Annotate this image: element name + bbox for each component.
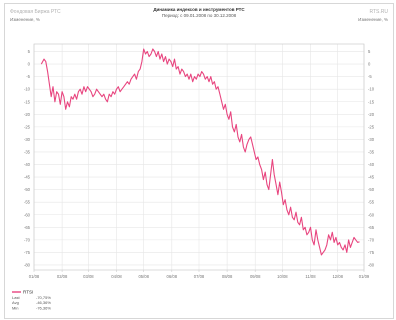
y-tick-label-right: 0 [368,62,371,67]
x-tick-label: 07/08 [194,274,205,279]
y-tick-label-right: -70 [368,237,375,242]
x-tick-label: 12/08 [332,274,343,279]
x-tick-label: 02/08 [57,274,68,279]
legend-series-label: RTSI [23,290,33,295]
y-tick-label-left: -25 [24,124,31,129]
y-tick-label-left: -35 [24,149,31,154]
y-tick-label-left: -40 [24,162,31,167]
chart-title: Динамика индексов и инструментов РТС [153,7,245,12]
y-tick-label-right: -15 [368,99,375,104]
x-tick-label: 09/08 [250,274,261,279]
y-tick-label-right: -10 [368,87,375,92]
legend-stat-value: -46,36% [36,300,51,305]
x-tick-label: 11/08 [305,274,316,279]
y-tick-label-left: -5 [26,74,30,79]
chart-subtitle: Период: с 09.01.2008 по 30.12.2008 [161,13,237,18]
y-tick-label-right: -50 [368,187,375,192]
y-tick-label-right: -75 [368,250,375,255]
right-axis-title: Изменение, % [358,17,388,22]
y-tick-label-right: -20 [368,112,375,117]
y-tick-label-right: -55 [368,200,375,205]
x-tick-label: 10/08 [277,274,288,279]
x-tick-label: 04/08 [111,274,122,279]
legend-stat-label: Min [12,305,18,310]
y-tick-label-right: -30 [368,137,375,142]
exchange-brand-label: Фондовая Биржа РТС [10,9,61,15]
y-tick-label-left: -75 [24,250,31,255]
y-tick-label-right: -80 [368,262,375,267]
y-tick-label-left: -45 [24,175,31,180]
x-tick-label: 01/08 [29,274,40,279]
y-tick-label-right: -45 [368,175,375,180]
y-tick-label-right: -65 [368,225,375,230]
y-tick-label-left: -55 [24,200,31,205]
x-tick-label: 03/08 [83,274,94,279]
y-tick-label-left: -30 [24,137,31,142]
y-tick-label-left: -50 [24,187,31,192]
y-tick-label-right: -25 [368,124,375,129]
y-tick-label-right: -40 [368,162,375,167]
y-tick-label-right: -35 [368,149,375,154]
legend-stat-label: Avg [12,300,19,305]
x-tick-label: 05/08 [138,274,149,279]
y-tick-label-left: -20 [24,112,31,117]
legend-stat-value: -70,75% [36,295,51,300]
y-tick-label-left: 0 [28,62,31,67]
y-tick-label-left: -65 [24,225,31,230]
y-tick-label-left: -15 [24,99,31,104]
x-tick-label: 06/08 [167,274,178,279]
left-axis-title: Изменение, % [10,17,40,22]
legend-stat-value: -76,36% [36,305,51,310]
series-line-rtsi [40,48,360,256]
x-tick-label: 01/09 [359,274,370,279]
y-tick-label-right: -5 [368,74,372,79]
y-tick-label-right: -60 [368,212,375,217]
plot-area-border [33,43,365,271]
exchange-site-link[interactable]: RTS.RU [369,9,388,15]
y-tick-label-left: -80 [24,262,31,267]
legend-stat-label: Last [12,295,20,300]
y-tick-label-left: -60 [24,212,31,217]
y-tick-label-left: -70 [24,237,31,242]
y-tick-label-left: -10 [24,87,31,92]
y-tick-label-left: 5 [28,49,31,54]
y-tick-label-right: 5 [368,49,371,54]
x-tick-label: 08/08 [222,274,233,279]
